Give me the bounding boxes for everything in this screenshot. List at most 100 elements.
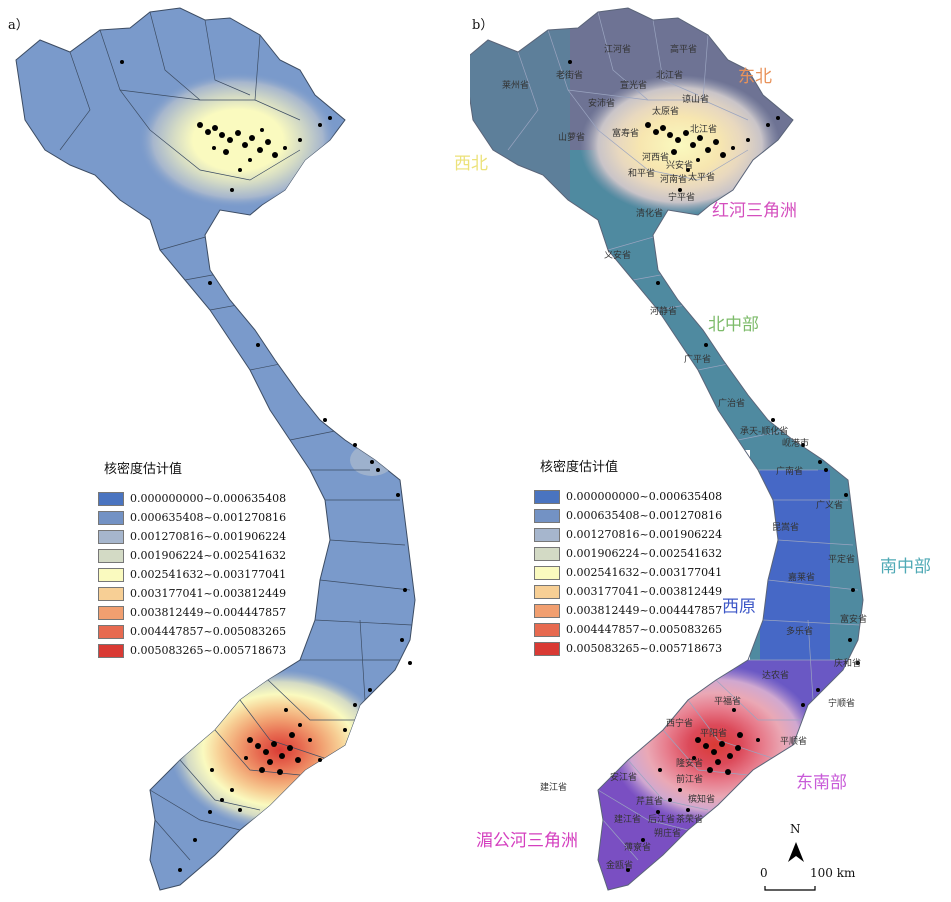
legend-label: 0.001906224~0.002541632	[130, 549, 287, 562]
province-label: 达农省	[762, 671, 790, 681]
province-label: 和平省	[628, 169, 656, 179]
province-label: 富安省	[840, 615, 868, 625]
region-label-south-central: 南中部	[880, 557, 931, 577]
province-label: 金瓯省	[606, 861, 634, 871]
scale-distance-label: 100 km	[810, 866, 856, 880]
legend-row-a: 0.002541632~0.003177041	[98, 565, 286, 584]
legend-row-b: 0.002541632~0.003177041	[534, 563, 722, 582]
legend-row-b: 0.000635408~0.001270816	[534, 506, 722, 525]
legend-row-b: 0.003812449~0.004447857	[534, 601, 722, 620]
province-label: 宣光省	[620, 81, 648, 91]
province-label: 隆安省	[676, 759, 704, 769]
points-north-a	[120, 60, 332, 192]
country-outline-b	[470, 7, 864, 891]
legend-label: 0.005083265~0.005718673	[566, 642, 723, 655]
region-label-southeast: 东南部	[796, 773, 847, 793]
legend-label: 0.003812449~0.004447857	[130, 606, 287, 619]
province-label: 老街省	[556, 71, 584, 81]
province-label: 莱州省	[502, 81, 530, 91]
legend-swatch	[534, 603, 560, 618]
legend-label: 0.003177041~0.003812449	[566, 585, 723, 598]
legend-label: 0.004447857~0.005083265	[566, 623, 723, 636]
legend-label: 0.001270816~0.001906224	[566, 528, 723, 541]
legend-label: 0.003812449~0.004447857	[566, 604, 723, 617]
province-label: 河静省	[650, 307, 678, 317]
province-label: 后江省	[648, 815, 676, 825]
province-label: 平福省	[714, 697, 742, 707]
region-label-central-highlands: 西原	[722, 597, 756, 617]
legend-row-a: 0.005083265~0.005718673	[98, 641, 286, 660]
legend-swatch	[534, 584, 560, 599]
north-label: N	[790, 822, 801, 836]
province-label: 建江省	[614, 815, 642, 825]
legend-label: 0.003177041~0.003812449	[130, 587, 287, 600]
province-label: 高平省	[670, 45, 698, 55]
panel-label-a: a）	[8, 18, 29, 33]
density-hotspot-south-a	[170, 670, 390, 830]
legend-label: 0.002541632~0.003177041	[130, 568, 287, 581]
legend-swatch	[534, 527, 560, 542]
province-label: 谅山省	[682, 95, 710, 105]
province-label: 北江省	[690, 125, 718, 135]
province-label: 富寿省	[612, 129, 640, 139]
legend-swatch	[98, 529, 124, 544]
province-label: 宁顺省	[828, 699, 856, 709]
region-label-north-central: 北中部	[708, 315, 759, 335]
legend-swatch	[534, 622, 560, 637]
province-label: 义安省	[604, 251, 632, 261]
legend-swatch	[534, 641, 560, 656]
density-hotspot-north-b	[580, 75, 780, 215]
province-label: 兴安省	[666, 161, 694, 171]
legend-label: 0.000635408~0.001270816	[130, 511, 287, 524]
province-label: 北江省	[656, 71, 684, 81]
province-label: 宁平省	[668, 193, 696, 203]
legend-row-a: 0.003812449~0.004447857	[98, 603, 286, 622]
legend-swatch	[534, 565, 560, 580]
province-label: 安沛省	[588, 99, 616, 109]
province-label: 承天-顺化省	[740, 427, 789, 437]
legend-label: 0.004447857~0.005083265	[130, 625, 287, 638]
legend-title-a: 核密度估计值	[104, 462, 183, 477]
legend-row-a: 0.000635408~0.001270816	[98, 508, 286, 527]
province-label: 薄寮省	[624, 843, 652, 853]
scale-zero-label: 0	[760, 866, 768, 880]
vietnam-map-a	[15, 7, 416, 891]
points-central-b	[656, 281, 860, 707]
province-label: 前江省	[676, 775, 704, 785]
legend-row-a: 0.004447857~0.005083265	[98, 622, 286, 641]
legend-swatch	[98, 491, 124, 506]
province-label: 嘉莱省	[788, 573, 816, 583]
legend-row-a: 0.003177041~0.003812449	[98, 584, 286, 603]
legend-swatch	[98, 586, 124, 601]
country-outline-a	[15, 7, 416, 891]
province-label: 槟知省	[688, 795, 716, 805]
legend-label: 0.000000000~0.000635408	[566, 490, 723, 503]
legend-label: 0.000000000~0.000635408	[130, 492, 287, 505]
legend-swatch	[98, 567, 124, 582]
legend-swatch	[534, 508, 560, 523]
legend-row-b: 0.005083265~0.005718673	[534, 639, 722, 658]
scale-bar	[764, 886, 816, 891]
legend-row-b: 0.000000000~0.000635408	[534, 487, 722, 506]
legend-swatch	[98, 605, 124, 620]
legend-swatch	[98, 548, 124, 563]
province-label: 河南省	[660, 175, 688, 185]
legend-swatch	[98, 510, 124, 525]
region-label-northeast: 东北	[738, 67, 772, 87]
province-label: 河西省	[642, 153, 670, 163]
legend-swatch	[98, 643, 124, 658]
region-label-mekong-delta: 湄公河三角洲	[476, 831, 578, 851]
province-label: 平顺省	[780, 737, 808, 747]
points-south-a	[178, 708, 322, 872]
points-south-b	[626, 708, 760, 872]
region-label-northwest: 西北	[454, 154, 488, 174]
legend-row-b: 0.004447857~0.005083265	[534, 620, 722, 639]
province-label: 庆和省	[834, 659, 862, 669]
province-label: 平阳省	[700, 729, 728, 739]
province-label: 多乐省	[786, 627, 814, 637]
legend-label: 0.001906224~0.002541632	[566, 547, 723, 560]
legend-label: 0.001270816~0.001906224	[130, 530, 287, 543]
province-label: 江河省	[604, 45, 632, 55]
province-label: 平定省	[828, 555, 856, 565]
legend-swatch	[534, 489, 560, 504]
